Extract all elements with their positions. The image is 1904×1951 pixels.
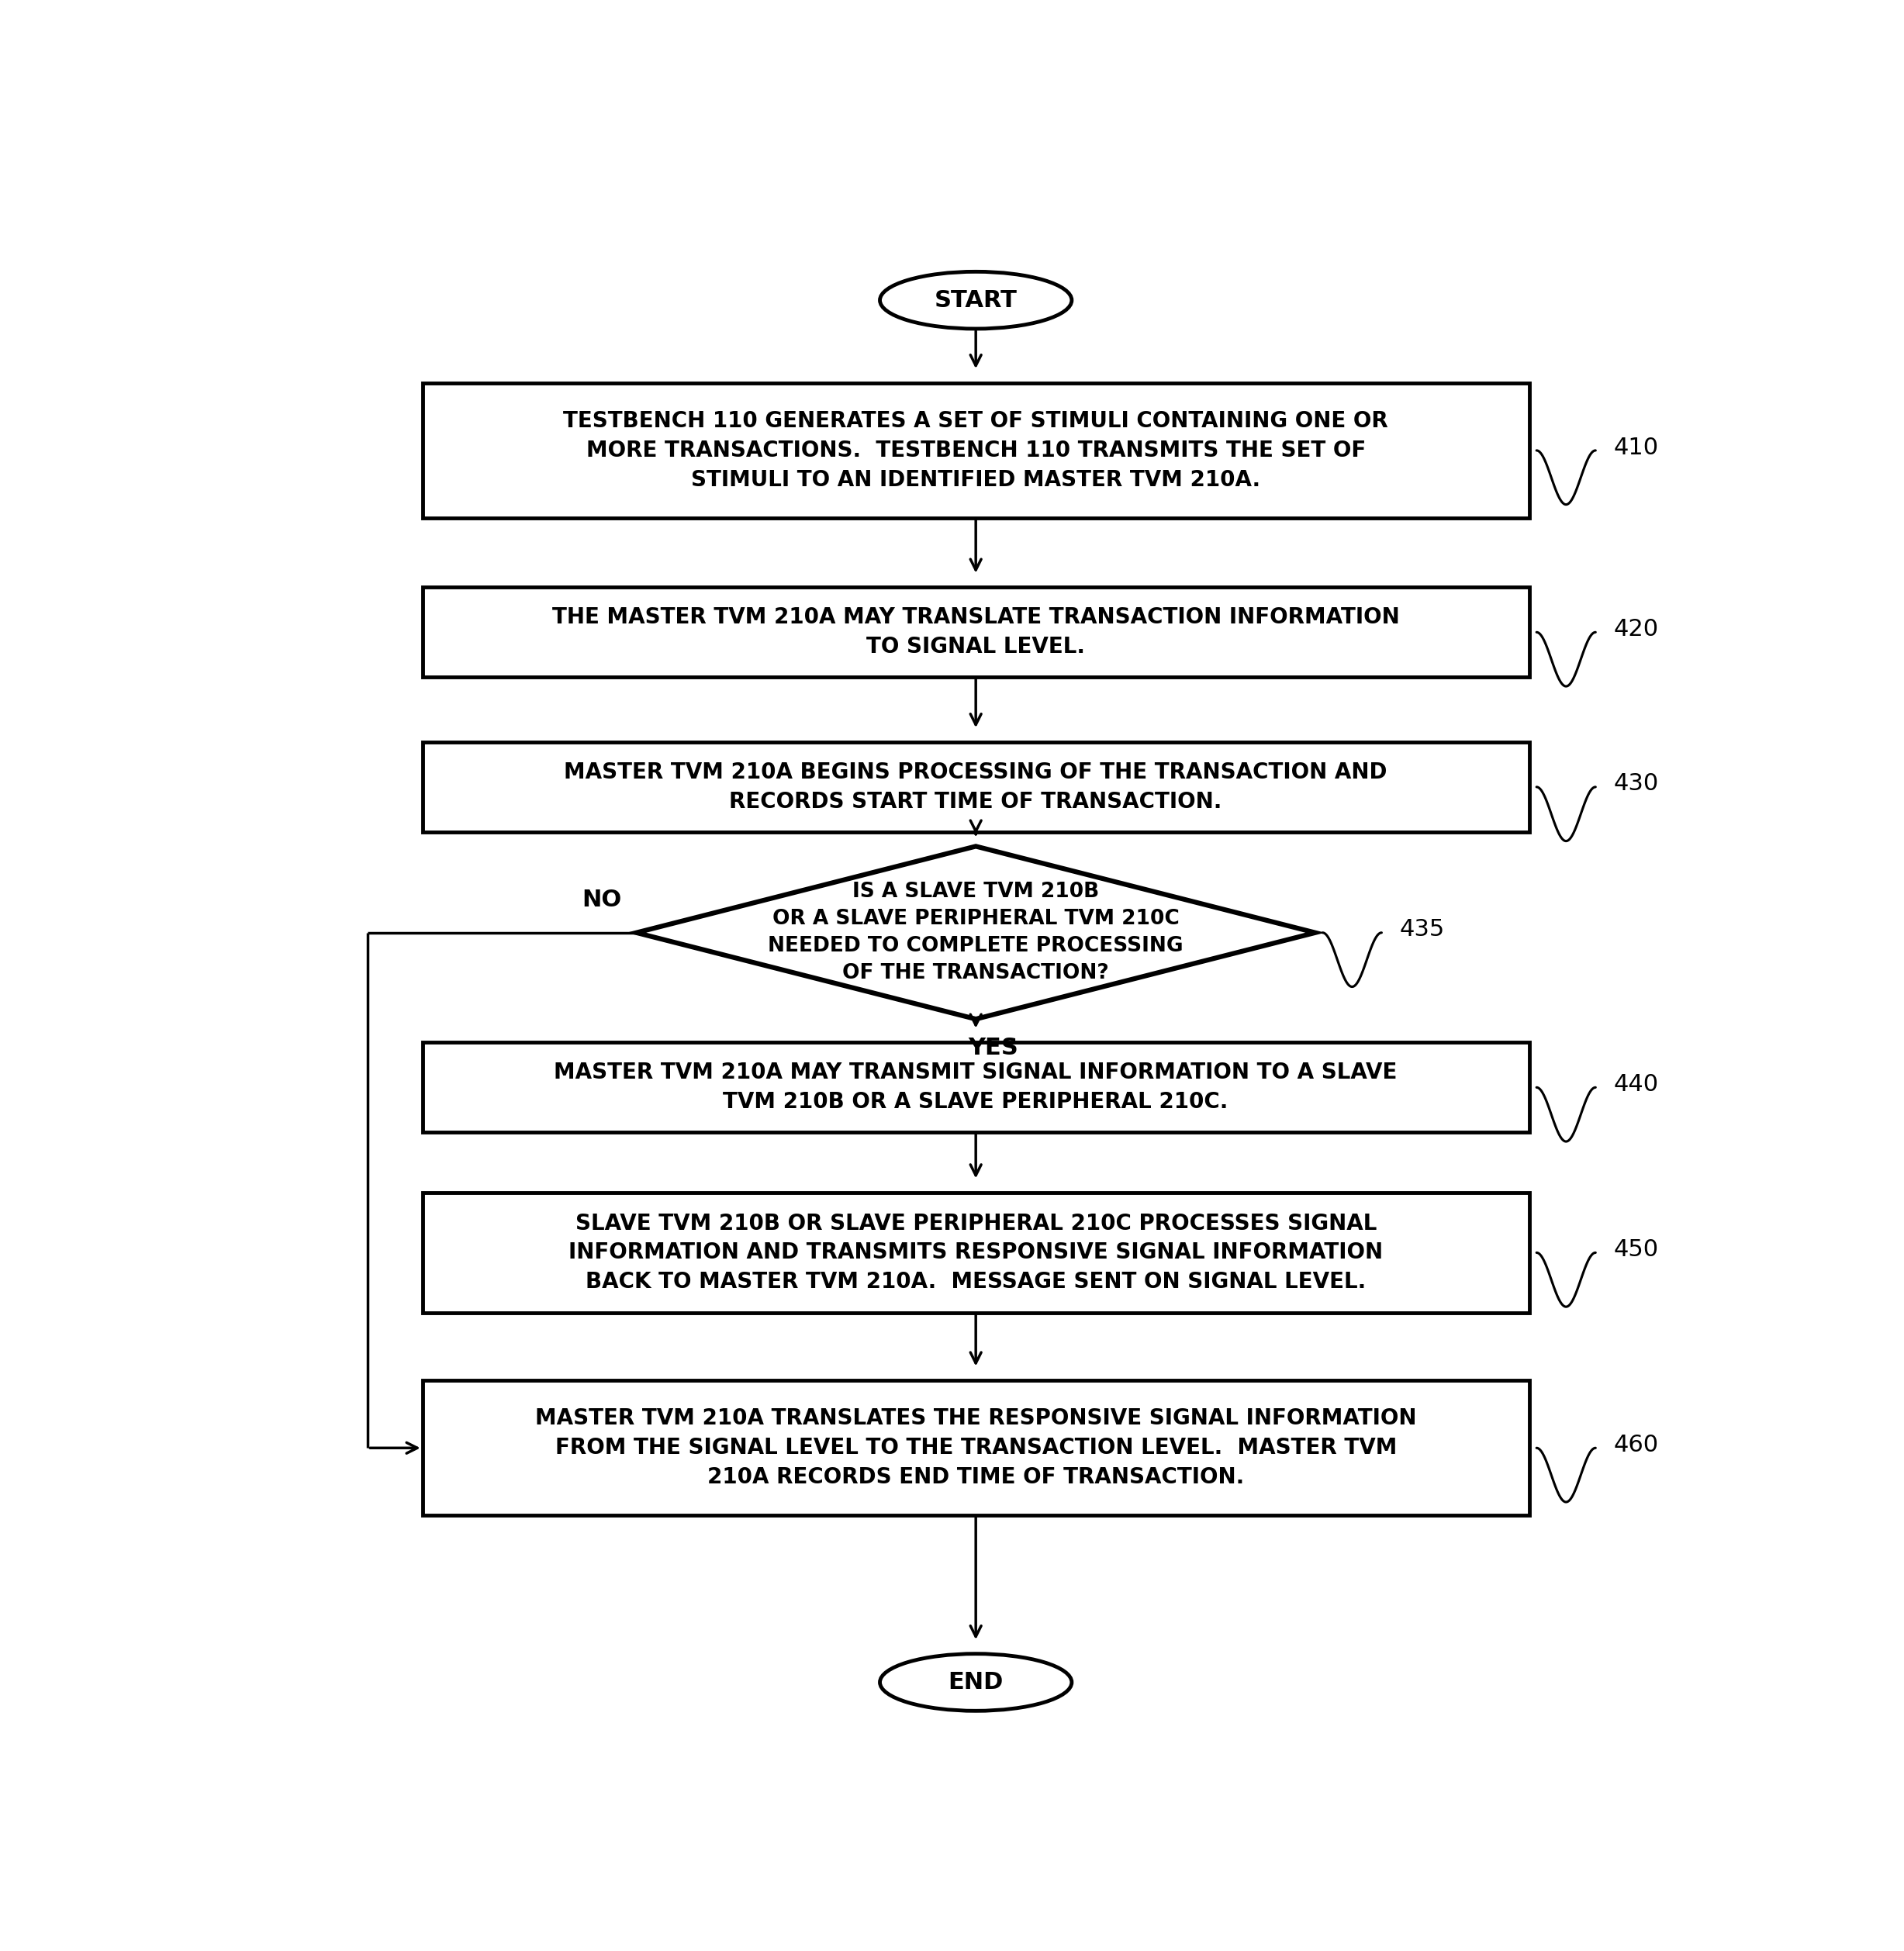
Text: YES: YES: [969, 1038, 1019, 1059]
Text: 450: 450: [1613, 1239, 1658, 1260]
Text: TESTBENCH 110 GENERATES A SET OF STIMULI CONTAINING ONE OR
MORE TRANSACTIONS.  T: TESTBENCH 110 GENERATES A SET OF STIMULI…: [564, 410, 1388, 492]
Text: 410: 410: [1613, 437, 1658, 458]
Text: MASTER TVM 210A BEGINS PROCESSING OF THE TRANSACTION AND
RECORDS START TIME OF T: MASTER TVM 210A BEGINS PROCESSING OF THE…: [564, 761, 1388, 812]
Text: MASTER TVM 210A TRANSLATES THE RESPONSIVE SIGNAL INFORMATION
FROM THE SIGNAL LEV: MASTER TVM 210A TRANSLATES THE RESPONSIV…: [535, 1409, 1417, 1489]
Text: SLAVE TVM 210B OR SLAVE PERIPHERAL 210C PROCESSES SIGNAL
INFORMATION AND TRANSMI: SLAVE TVM 210B OR SLAVE PERIPHERAL 210C …: [569, 1212, 1382, 1294]
Text: 420: 420: [1613, 618, 1658, 640]
Text: 460: 460: [1613, 1434, 1658, 1455]
Text: 430: 430: [1613, 773, 1658, 796]
Text: END: END: [948, 1672, 1003, 1693]
Text: 440: 440: [1613, 1073, 1658, 1096]
Text: MASTER TVM 210A MAY TRANSMIT SIGNAL INFORMATION TO A SLAVE
TVM 210B OR A SLAVE P: MASTER TVM 210A MAY TRANSMIT SIGNAL INFO…: [554, 1061, 1398, 1112]
Text: NO: NO: [583, 888, 621, 911]
Text: 435: 435: [1399, 919, 1445, 940]
Text: IS A SLAVE TVM 210B
OR A SLAVE PERIPHERAL TVM 210C
NEEDED TO COMPLETE PROCESSING: IS A SLAVE TVM 210B OR A SLAVE PERIPHERA…: [767, 882, 1184, 983]
Text: THE MASTER TVM 210A MAY TRANSLATE TRANSACTION INFORMATION
TO SIGNAL LEVEL.: THE MASTER TVM 210A MAY TRANSLATE TRANSA…: [552, 607, 1399, 657]
Text: START: START: [935, 289, 1017, 312]
